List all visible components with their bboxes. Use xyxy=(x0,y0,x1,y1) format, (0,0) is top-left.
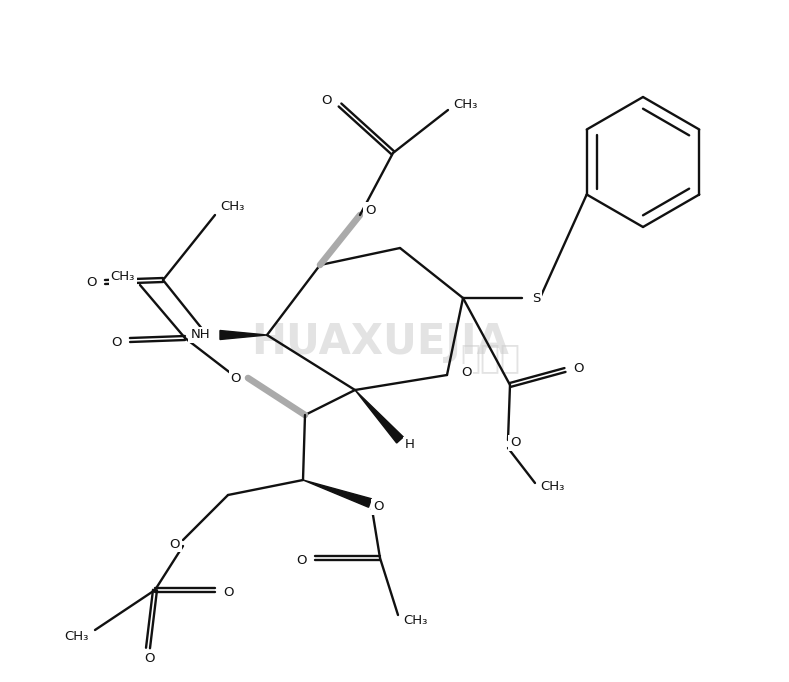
Text: O: O xyxy=(321,95,332,108)
Text: HUAXUEJIA: HUAXUEJIA xyxy=(251,321,509,363)
Text: O: O xyxy=(111,336,122,349)
Text: O: O xyxy=(573,361,584,374)
Polygon shape xyxy=(355,390,403,443)
Text: O: O xyxy=(461,366,472,379)
Text: O: O xyxy=(170,537,180,550)
Polygon shape xyxy=(303,480,372,507)
Text: CH₃: CH₃ xyxy=(453,98,477,111)
Text: NH: NH xyxy=(190,329,210,342)
Text: O: O xyxy=(223,586,234,599)
Text: O: O xyxy=(510,436,521,449)
Polygon shape xyxy=(220,331,267,340)
Text: CH₃: CH₃ xyxy=(540,481,564,494)
Text: O: O xyxy=(87,276,97,288)
Text: O: O xyxy=(230,372,241,385)
Text: CH₃: CH₃ xyxy=(220,201,245,213)
Text: H: H xyxy=(405,439,415,451)
Text: O: O xyxy=(373,501,383,514)
Text: CH₃: CH₃ xyxy=(110,271,135,284)
Text: 华学加: 华学加 xyxy=(460,342,520,374)
Text: O: O xyxy=(144,651,155,664)
Text: CH₃: CH₃ xyxy=(65,629,89,642)
Text: S: S xyxy=(532,291,540,304)
Text: CH₃: CH₃ xyxy=(403,614,428,627)
Text: O: O xyxy=(365,203,376,216)
Text: O: O xyxy=(297,554,307,567)
